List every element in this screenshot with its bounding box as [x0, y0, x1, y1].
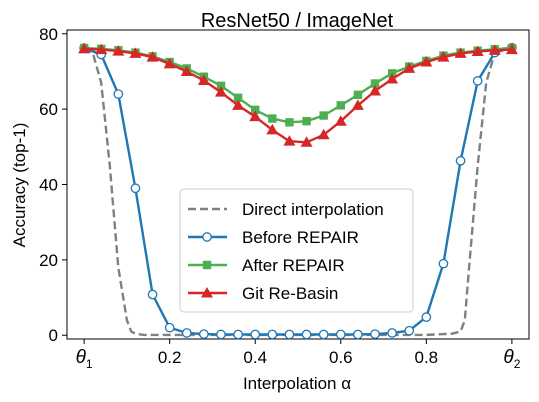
- data-point-triangle: [163, 57, 176, 69]
- data-point-square: [202, 260, 212, 270]
- series-line: [84, 47, 512, 144]
- legend-label: Git Re-Basin: [242, 284, 338, 303]
- series-3: [78, 42, 518, 147]
- x-tick-label: 0.4: [243, 348, 267, 367]
- data-point-triangle: [488, 44, 501, 55]
- y-tick-label: 20: [39, 251, 58, 270]
- legend-item: Direct interpolation: [188, 200, 384, 219]
- data-point-triangle: [232, 99, 245, 110]
- data-point-circle: [335, 329, 346, 340]
- data-point-triangle: [95, 43, 108, 55]
- data-point-circle: [284, 329, 295, 340]
- data-point-triangle: [146, 51, 159, 62]
- data-point-circle: [147, 289, 158, 300]
- data-point-triangle: [437, 51, 450, 62]
- data-point-triangle: [249, 110, 262, 122]
- y-tick-label: 80: [39, 25, 58, 44]
- data-point-circle: [301, 329, 312, 340]
- legend-item: Git Re-Basin: [188, 284, 338, 303]
- legend-item: After REPAIR: [188, 256, 345, 275]
- data-point-circle: [202, 232, 212, 242]
- data-point-square: [353, 90, 363, 100]
- data-point-circle: [199, 329, 209, 339]
- y-tick-label: 0: [49, 326, 58, 345]
- x-tick-label: θ2: [503, 347, 520, 371]
- series-layer: [78, 42, 518, 340]
- data-point-triangle: [180, 65, 193, 76]
- legend-label: Direct interpolation: [242, 200, 384, 219]
- data-point-circle: [250, 329, 261, 340]
- data-point-circle: [421, 312, 432, 322]
- data-point-triangle: [420, 56, 433, 67]
- x-axis-label: Interpolation α: [243, 374, 351, 393]
- data-point-triangle: [201, 287, 213, 298]
- x-tick-label: 0.8: [415, 348, 439, 367]
- data-point-triangle: [386, 72, 399, 84]
- data-point-circle: [164, 322, 175, 333]
- data-point-circle: [113, 89, 124, 99]
- legend-label: Before REPAIR: [242, 228, 359, 247]
- data-point-square: [268, 114, 277, 123]
- y-tick-label: 40: [39, 176, 58, 195]
- series-1: [79, 42, 517, 340]
- data-point-circle: [404, 325, 415, 336]
- data-point-circle: [472, 76, 483, 86]
- data-point-triangle: [112, 45, 125, 56]
- x-tick-label: θ1: [76, 347, 93, 371]
- data-point-circle: [387, 328, 397, 338]
- x-tick-label: 0.2: [158, 348, 182, 367]
- data-point-square: [336, 101, 345, 110]
- legend: Direct interpolation Before REPAIR After R…: [179, 188, 414, 313]
- data-point-triangle: [197, 74, 210, 85]
- x-axis-ticks: θ1 0.2 0.4 0.6 0.8 θ2: [76, 339, 521, 371]
- data-point-triangle: [403, 62, 416, 73]
- data-point-circle: [267, 329, 278, 340]
- y-tick-label: 60: [39, 100, 58, 119]
- data-point-triangle: [300, 136, 313, 147]
- data-point-circle: [353, 329, 363, 340]
- chart-title: ResNet50 / ImageNet: [201, 10, 394, 32]
- legend-box: [179, 188, 414, 313]
- y-axis-ticks: 0 20 40 60 80: [39, 25, 67, 345]
- data-point-triangle: [369, 85, 381, 96]
- data-point-triangle: [78, 42, 91, 54]
- legend-item: Before REPAIR: [188, 228, 359, 247]
- x-tick-label: 0.6: [329, 348, 353, 367]
- data-point-circle: [438, 258, 449, 269]
- data-point-triangle: [283, 135, 296, 146]
- data-point-circle: [130, 183, 141, 194]
- data-point-circle: [216, 329, 226, 340]
- data-point-circle: [370, 329, 380, 339]
- series-line: [83, 46, 513, 336]
- data-point-triangle: [454, 47, 467, 58]
- data-point-circle: [181, 328, 192, 338]
- data-point-triangle: [471, 45, 484, 56]
- data-point-square: [302, 116, 311, 126]
- data-point-circle: [233, 329, 243, 340]
- data-point-triangle: [351, 99, 364, 110]
- data-point-circle: [455, 155, 466, 166]
- data-point-triangle: [317, 128, 330, 140]
- data-point-triangle: [215, 86, 227, 97]
- data-point-circle: [318, 329, 329, 340]
- data-point-square: [370, 79, 380, 88]
- data-point-square: [216, 81, 226, 90]
- data-point-square: [251, 105, 260, 115]
- data-point-square: [285, 118, 294, 127]
- y-axis-label: Accuracy (top-1): [10, 123, 29, 248]
- data-point-triangle: [334, 115, 347, 126]
- data-point-triangle: [505, 43, 518, 55]
- data-point-square: [233, 93, 243, 103]
- legend-label: After REPAIR: [242, 256, 345, 275]
- data-point-square: [319, 111, 328, 120]
- data-point-triangle: [266, 123, 279, 135]
- data-point-triangle: [129, 47, 142, 58]
